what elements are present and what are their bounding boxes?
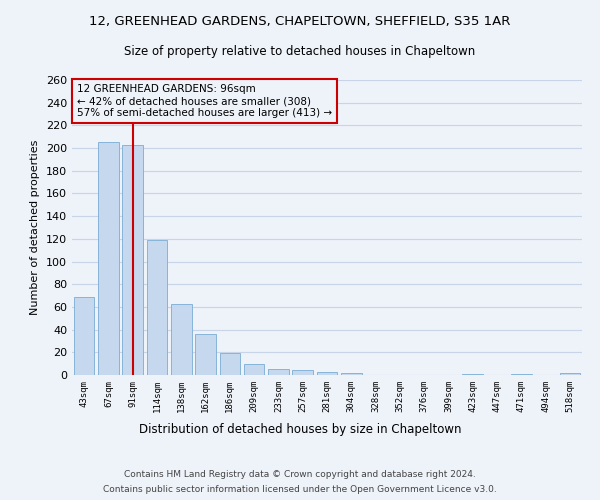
Bar: [463, 374, 483, 375]
Bar: [268, 370, 289, 375]
Bar: [244, 364, 265, 375]
Bar: [171, 304, 191, 375]
Bar: [122, 144, 143, 375]
Bar: [195, 334, 216, 375]
Text: 12 GREENHEAD GARDENS: 96sqm
← 42% of detached houses are smaller (308)
57% of se: 12 GREENHEAD GARDENS: 96sqm ← 42% of det…: [77, 84, 332, 117]
Bar: [317, 372, 337, 375]
Bar: [220, 354, 240, 375]
Text: Contains HM Land Registry data © Crown copyright and database right 2024.: Contains HM Land Registry data © Crown c…: [124, 470, 476, 479]
Text: Size of property relative to detached houses in Chapeltown: Size of property relative to detached ho…: [124, 45, 476, 58]
Y-axis label: Number of detached properties: Number of detached properties: [31, 140, 40, 315]
Bar: [292, 370, 313, 375]
Bar: [98, 142, 119, 375]
Text: 12, GREENHEAD GARDENS, CHAPELTOWN, SHEFFIELD, S35 1AR: 12, GREENHEAD GARDENS, CHAPELTOWN, SHEFF…: [89, 15, 511, 28]
Bar: [341, 372, 362, 375]
Bar: [511, 374, 532, 375]
Bar: [560, 372, 580, 375]
Text: Distribution of detached houses by size in Chapeltown: Distribution of detached houses by size …: [139, 422, 461, 436]
Text: Contains public sector information licensed under the Open Government Licence v3: Contains public sector information licen…: [103, 485, 497, 494]
Bar: [74, 296, 94, 375]
Bar: [146, 240, 167, 375]
